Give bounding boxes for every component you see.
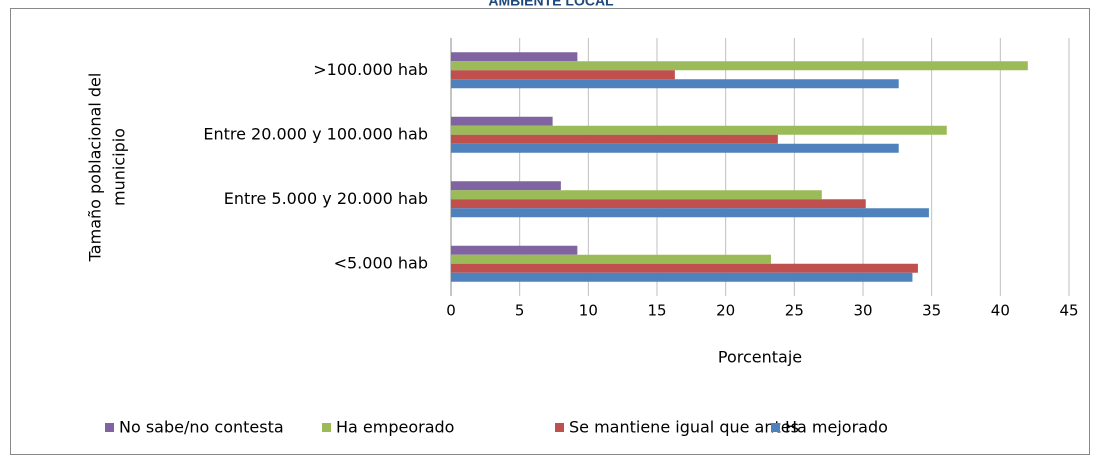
bar [451, 134, 778, 144]
y-tick-label: >100.000 hab [313, 60, 428, 79]
y-tick-label: <5.000 hab [334, 253, 428, 272]
x-tick-label: 10 [579, 302, 598, 320]
y-tick-label: Entre 5.000 y 20.000 hab [224, 189, 428, 208]
legend-swatch [771, 423, 780, 432]
x-tick-label: 15 [647, 302, 666, 320]
bar [451, 143, 899, 153]
bar [451, 190, 822, 200]
bar [451, 272, 913, 282]
legend-label: Se mantiene igual que antes [569, 418, 799, 437]
legend-swatch [322, 423, 331, 432]
bar [451, 116, 553, 126]
legend-label: Ha mejorado [785, 418, 888, 437]
bar [451, 199, 866, 209]
x-tick-label: 30 [853, 302, 872, 320]
bar [451, 181, 561, 191]
x-tick-label: 20 [716, 302, 735, 320]
x-tick-label: 25 [785, 302, 804, 320]
bar [451, 208, 929, 218]
bar [451, 70, 675, 80]
y-tick-label: Entre 20.000 y 100.000 hab [203, 124, 428, 143]
bar [451, 125, 947, 135]
bar [451, 254, 771, 264]
x-tick-label: 35 [922, 302, 941, 320]
x-tick-label: 5 [515, 302, 525, 320]
x-tick-label: 45 [1059, 302, 1078, 320]
x-axis-label: Porcentaje [718, 348, 802, 367]
x-tick-label: 40 [991, 302, 1010, 320]
bar [451, 263, 918, 273]
bar [451, 52, 578, 62]
legend-label: No sabe/no contesta [119, 418, 284, 437]
x-tick-label: 0 [446, 302, 456, 320]
bar [451, 245, 578, 255]
y-axis-label-line: Tamaño poblacional del [86, 73, 105, 263]
legend-swatch [555, 423, 564, 432]
legend-label: Ha empeorado [336, 418, 454, 437]
y-axis-label-line: municipio [110, 128, 129, 206]
y-axis-label: Tamaño poblacional del municipio [86, 73, 129, 263]
legend-swatch [105, 423, 114, 432]
bar [451, 79, 899, 89]
bar [451, 61, 1028, 71]
chart-title: AMBIENTE LOCAL [488, 0, 614, 9]
